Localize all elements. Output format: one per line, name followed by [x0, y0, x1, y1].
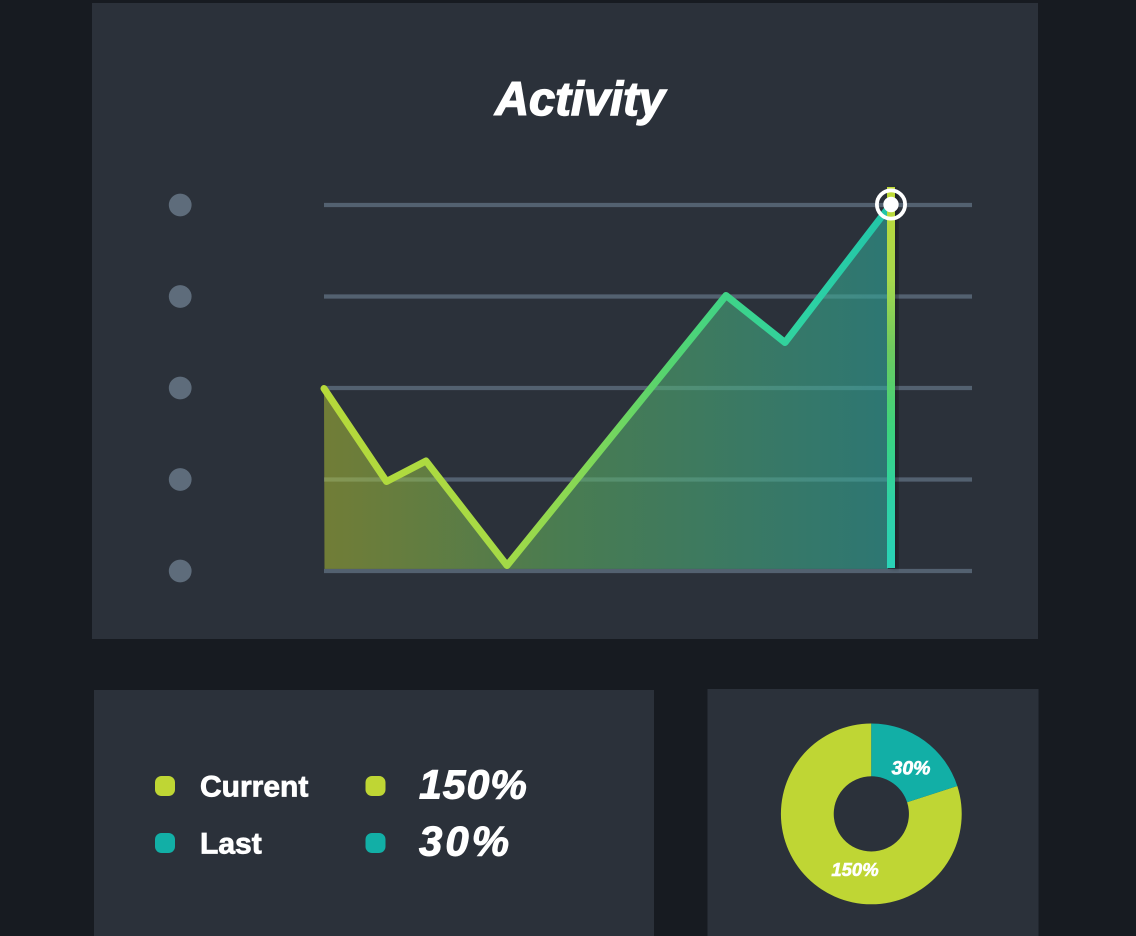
- svg-text:150%: 150%: [419, 762, 528, 808]
- svg-text:Last: Last: [200, 828, 262, 861]
- svg-text:30%: 30%: [419, 818, 512, 865]
- svg-text:Current: Current: [200, 771, 308, 804]
- svg-text:30%: 30%: [891, 758, 930, 780]
- svg-text:Activity: Activity: [494, 72, 668, 125]
- svg-text:150%: 150%: [831, 859, 878, 880]
